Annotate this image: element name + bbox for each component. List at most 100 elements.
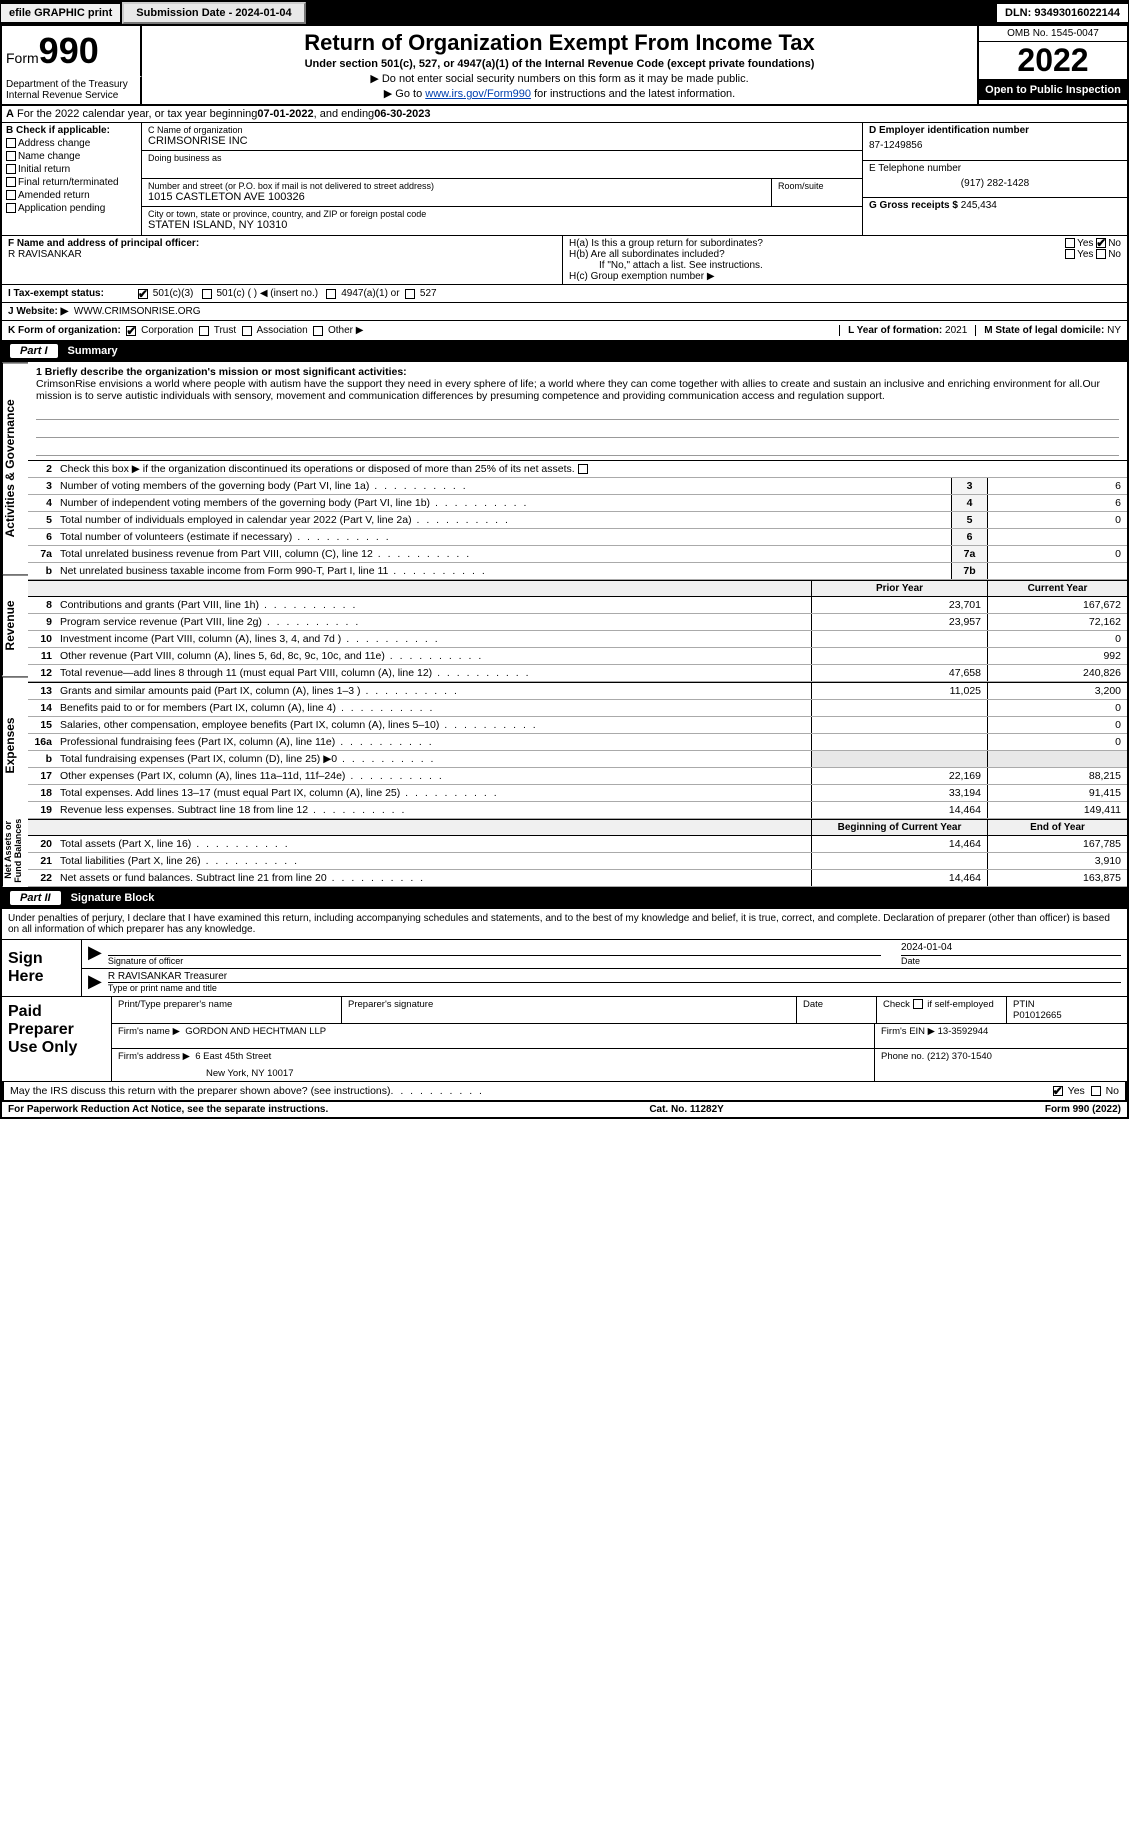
ha-yes[interactable]: Yes (1065, 238, 1093, 249)
firm-addr-label: Firm's address ▶ (118, 1051, 190, 1062)
paid-ptin: PTIN P01012665 (1007, 997, 1127, 1023)
line-value: 6 (987, 495, 1127, 511)
line-boxnum: 4 (951, 495, 987, 511)
col-current: 91,415 (987, 785, 1127, 801)
h4-post: if self-employed (927, 999, 994, 1010)
chk-initial-return[interactable]: Initial return (6, 164, 137, 175)
line-num: 19 (28, 802, 56, 818)
may-discuss-row: May the IRS discuss this return with the… (2, 1081, 1127, 1100)
side-label-exp: Expenses (2, 676, 28, 814)
footer-right-post: (2022) (1089, 1104, 1121, 1115)
footer-right-pre: Form (1045, 1104, 1073, 1115)
line-num: 3 (28, 478, 56, 494)
chk-application-pending[interactable]: Application pending (6, 203, 137, 214)
header-right: OMB No. 1545-0047 2022 Open to Public In… (977, 26, 1127, 104)
sig-name-line: ▶ R RAVISANKAR Treasurer Type or print n… (82, 969, 1127, 995)
may-yes-chk[interactable] (1053, 1086, 1063, 1096)
city-row: City or town, state or province, country… (142, 207, 862, 235)
sig-officer-line: ▶ Signature of officer 2024-01-04 Date (82, 940, 1127, 969)
firm-addr2: New York, NY 10017 (118, 1068, 868, 1079)
data-line: 22 Net assets or fund balances. Subtract… (28, 870, 1127, 887)
firm-addr1: 6 East 45th Street (195, 1051, 271, 1062)
paid-grid-1: Print/Type preparer's name Preparer's si… (112, 997, 1127, 1024)
line-num: 16a (28, 734, 56, 750)
dba-row: Doing business as (142, 151, 862, 179)
line2-chk[interactable] (578, 464, 588, 474)
col-prior: 11,025 (811, 683, 987, 699)
col-prior (811, 717, 987, 733)
line-num: 14 (28, 700, 56, 716)
chk-corp[interactable] (126, 326, 136, 336)
line-text: Contributions and grants (Part VIII, lin… (56, 597, 811, 613)
chk-label: Initial return (18, 164, 70, 175)
chk-address-change[interactable]: Address change (6, 138, 137, 149)
paid-h1: Print/Type preparer's name (112, 997, 342, 1023)
ein-label: D Employer identification number (869, 125, 1121, 136)
line-num: 17 (28, 768, 56, 784)
chk-amended-return[interactable]: Amended return (6, 190, 137, 201)
mission-block: 1 Briefly describe the organization's mi… (28, 362, 1127, 461)
form-subtitle: Under section 501(c), 527, or 4947(a)(1)… (150, 58, 969, 70)
chk-self-employed[interactable] (913, 999, 923, 1009)
chk-final-return[interactable]: Final return/terminated (6, 177, 137, 188)
dotted-line (36, 442, 1119, 456)
sig-intro: Under penalties of perjury, I declare th… (2, 909, 1127, 940)
ha-no[interactable]: No (1096, 238, 1121, 249)
data-line: 19 Revenue less expenses. Subtract line … (28, 802, 1127, 819)
gross-label: G Gross receipts $ (869, 200, 958, 211)
line-num: 12 (28, 665, 56, 681)
sig-officer-label: Signature of officer (108, 956, 881, 966)
chk-501c[interactable] (202, 289, 212, 299)
data-line: 9 Program service revenue (Part VIII, li… (28, 614, 1127, 631)
line-num: 8 (28, 597, 56, 613)
firm-ein: 13-3592944 (938, 1026, 989, 1037)
chk-name-change[interactable]: Name change (6, 151, 137, 162)
chk-501c3[interactable] (138, 289, 148, 299)
firm-phone-cell: Phone no. (212) 370-1540 (875, 1049, 1127, 1081)
form-header: Form990 Department of the Treasury Inter… (0, 26, 1129, 106)
gov-line: 3 Number of voting members of the govern… (28, 478, 1127, 495)
part2-num: Part II (10, 891, 61, 905)
year-formation: 2021 (945, 325, 967, 336)
street-row: Number and street (or P.O. box if mail i… (142, 179, 862, 207)
room-label: Room/suite (778, 181, 856, 191)
chk-4947[interactable] (326, 289, 336, 299)
submission-date-button[interactable]: Submission Date - 2024-01-04 (122, 2, 305, 24)
col-prior: 14,464 (811, 836, 987, 852)
hb-yes[interactable]: Yes (1065, 249, 1093, 260)
city-value: STATEN ISLAND, NY 10310 (148, 219, 856, 231)
line-text: Benefits paid to or for members (Part IX… (56, 700, 811, 716)
phone-row: E Telephone number (917) 282-1428 (863, 161, 1127, 199)
firm-addr-cell: Firm's address ▶ 6 East 45th Street New … (112, 1049, 875, 1081)
chk-527[interactable] (405, 289, 415, 299)
may-no-chk[interactable] (1091, 1086, 1101, 1096)
col-prior: 23,957 (811, 614, 987, 630)
line-num: 5 (28, 512, 56, 528)
col-current: 3,910 (987, 853, 1127, 869)
chk-assoc[interactable] (242, 326, 252, 336)
line-num: 9 (28, 614, 56, 630)
opt-assoc: Association (257, 325, 308, 336)
col-current: 0 (987, 700, 1127, 716)
opt-4947: 4947(a)(1) or (341, 288, 399, 299)
officer-name: R RAVISANKAR (8, 249, 556, 260)
gross-value: 245,434 (961, 200, 997, 211)
irs-link[interactable]: www.irs.gov/Form990 (425, 88, 531, 100)
form-note2: ▶ Go to www.irs.gov/Form990 for instruct… (150, 87, 969, 100)
net-header: Beginning of Current Year End of Year (28, 819, 1127, 836)
col-current: 3,200 (987, 683, 1127, 699)
chk-other[interactable] (313, 326, 323, 336)
col-current (987, 751, 1127, 767)
firm-name: GORDON AND HECHTMAN LLP (185, 1026, 326, 1037)
row-i: I Tax-exempt status: 501(c)(3) 501(c) ( … (0, 285, 1129, 303)
hb-label: H(b) Are all subordinates included? (569, 249, 1065, 260)
line-text: Total revenue—add lines 8 through 11 (mu… (56, 665, 811, 681)
line-value: 0 (987, 546, 1127, 562)
hb-no[interactable]: No (1096, 249, 1121, 260)
gov-line: 6 Total number of volunteers (estimate i… (28, 529, 1127, 546)
line-value: 6 (987, 478, 1127, 494)
chk-trust[interactable] (199, 326, 209, 336)
form-title: Return of Organization Exempt From Incom… (150, 30, 969, 56)
data-line: 8 Contributions and grants (Part VIII, l… (28, 597, 1127, 614)
footer-left: For Paperwork Reduction Act Notice, see … (8, 1104, 328, 1115)
